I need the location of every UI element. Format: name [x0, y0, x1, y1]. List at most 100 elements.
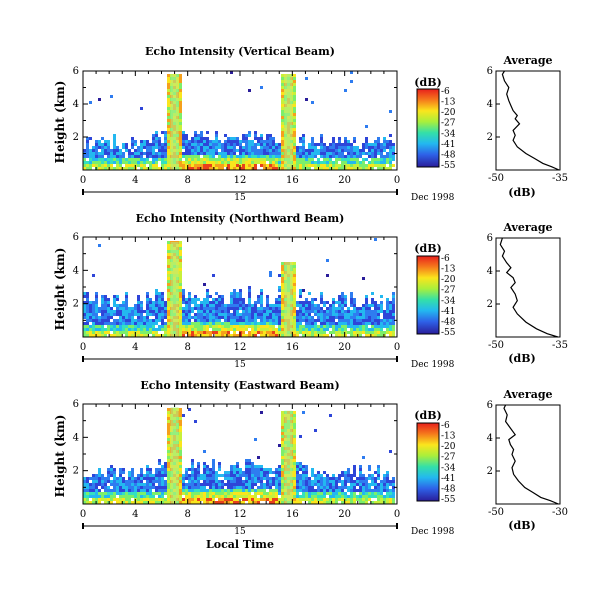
heatmap-cell [320, 152, 323, 155]
heatmap-cell [389, 492, 392, 495]
heatmap-cell [365, 498, 368, 501]
heatmap-cell [194, 492, 197, 495]
heatmap-cell [179, 417, 182, 420]
heatmap-cell [272, 325, 275, 328]
heatmap-cell [293, 498, 296, 501]
heatmap-cell [236, 489, 239, 492]
heatmap-cell [131, 474, 134, 477]
heatmap-cell [140, 328, 143, 331]
heatmap-cell [194, 319, 197, 322]
heatmap-cell [278, 298, 281, 301]
heatmap-cell [266, 140, 269, 143]
heatmap-cell [143, 334, 146, 337]
heatmap-cell [299, 501, 302, 504]
heatmap-cell [179, 477, 182, 480]
heatmap-cell [248, 161, 251, 164]
heatmap-cell [113, 331, 116, 334]
heatmap-cell [95, 319, 98, 322]
heatmap-cell [122, 310, 125, 313]
heatmap-cell [101, 310, 104, 313]
heatmap-cell [152, 322, 155, 325]
heatmap-cell [119, 331, 122, 334]
heatmap-cell [311, 483, 314, 486]
heatmap-cell [230, 149, 233, 152]
heatmap-cell [101, 319, 104, 322]
heatmap-cell [137, 328, 140, 331]
heatmap-cell [152, 474, 155, 477]
heatmap-cell [281, 438, 284, 441]
heatmap-cell [194, 301, 197, 304]
x-tick-label: 0 [80, 509, 86, 520]
heatmap-cell [308, 483, 311, 486]
heatmap-cell [338, 334, 341, 337]
heatmap-cell [305, 486, 308, 489]
heatmap-cell [161, 298, 164, 301]
heatmap-cell [185, 140, 188, 143]
heatmap-cell [155, 313, 158, 316]
heatmap-cell [158, 310, 161, 313]
heatmap-cell [212, 462, 215, 465]
heatmap-cell [128, 495, 131, 498]
heatmap-cell [134, 155, 137, 158]
heatmap-cell [200, 325, 203, 328]
heatmap-cell [380, 489, 383, 492]
heatmap-cell [131, 158, 134, 161]
heatmap-cell [257, 161, 260, 164]
heatmap-cell [200, 310, 203, 313]
heatmap-cell [323, 498, 326, 501]
heatmap-cell [194, 501, 197, 504]
average-y-tick-label: 4 [487, 99, 493, 110]
heatmap-cell [302, 334, 305, 337]
x-tick-label: 12 [234, 342, 247, 353]
heatmap-cell [167, 122, 170, 125]
heatmap-cell [248, 131, 251, 134]
heatmap-cell [167, 417, 170, 420]
heatmap-cell [251, 146, 254, 149]
heatmap-cell [245, 468, 248, 471]
heatmap-cell [266, 295, 269, 298]
heatmap-cell [191, 480, 194, 483]
heatmap-cell [296, 492, 299, 495]
heatmap-cell [86, 325, 89, 328]
heatmap-cell [317, 325, 320, 328]
heatmap-cell [263, 489, 266, 492]
heatmap-cell [95, 325, 98, 328]
heatmap-cell [119, 495, 122, 498]
heatmap-cell [191, 492, 194, 495]
average-y-tick-label: 2 [487, 466, 493, 477]
heatmap-cell [122, 167, 125, 170]
heatmap-cell [356, 483, 359, 486]
heatmap-cell [179, 89, 182, 92]
heatmap-cell [98, 331, 101, 334]
heatmap-cell [365, 298, 368, 301]
heatmap-cell [233, 155, 236, 158]
heatmap-cell [389, 304, 392, 307]
heatmap-cell [158, 334, 161, 337]
heatmap-cell [221, 310, 224, 313]
x-tick-label: 16 [286, 342, 299, 353]
heatmap-cell [110, 474, 113, 477]
heatmap-cell [362, 277, 365, 280]
heatmap-cell [143, 310, 146, 313]
heatmap-cell [89, 155, 92, 158]
heatmap-cell [239, 477, 242, 480]
heatmap-cell [386, 313, 389, 316]
heatmap-cell [266, 319, 269, 322]
heatmap-cell [104, 152, 107, 155]
heatmap-cell [209, 495, 212, 498]
heatmap-cell [365, 304, 368, 307]
heatmap-cell [104, 489, 107, 492]
heatmap-cell [197, 310, 200, 313]
heatmap-cell [125, 483, 128, 486]
heatmap-cell [320, 489, 323, 492]
heatmap-cell [179, 331, 182, 334]
heatmap-cell [389, 161, 392, 164]
heatmap-cell [104, 140, 107, 143]
heatmap-cell [146, 331, 149, 334]
heatmap-cell [380, 152, 383, 155]
heatmap-cell [374, 161, 377, 164]
heatmap-cell [137, 301, 140, 304]
heatmap-cell [341, 158, 344, 161]
heatmap-cell [134, 495, 137, 498]
heatmap-cell [110, 167, 113, 170]
